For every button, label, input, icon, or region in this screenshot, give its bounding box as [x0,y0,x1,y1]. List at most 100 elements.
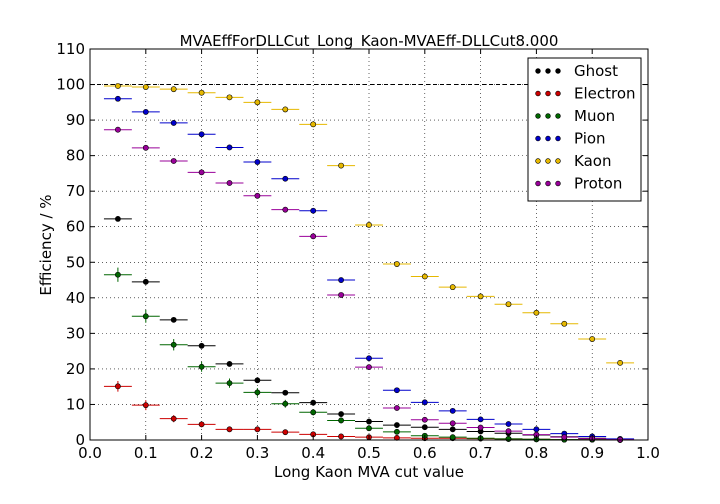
data-point [254,389,261,396]
data-point [393,405,400,411]
y-tick-label: 0 [75,431,85,449]
data-point [170,341,177,348]
legend-marker [545,180,551,187]
legend-item-pion: Pion [535,130,606,148]
data-point [254,377,261,384]
data-point [505,436,512,442]
legend-item-ghost: Ghost [535,62,618,80]
data-point [393,428,400,435]
data-point [589,336,596,342]
data-point [393,422,400,428]
x-tick-label: 0.8 [524,444,548,462]
y-tick-label: 80 [66,147,85,165]
legend-marker [555,68,561,74]
x-tick-label: 0.7 [469,444,493,462]
legend-marker [555,158,561,164]
data-point [254,99,261,106]
legend-marker [555,135,561,142]
y-tick-label: 110 [56,40,85,58]
data-point [477,293,484,300]
data-point [366,364,372,371]
y-tick-label: 40 [66,289,85,307]
data-point [170,120,177,126]
data-point [449,284,456,291]
data-point [142,109,149,115]
data-point [477,416,484,423]
data-point [226,144,233,151]
chart-title: MVAEffForDLLCut_Long_Kaon-MVAEff-DLLCut8… [180,32,559,51]
data-point [338,162,344,169]
legend-label: Muon [574,107,615,125]
data-point [477,424,484,431]
data-point [226,361,233,367]
y-tick-label: 20 [66,360,85,378]
data-point [617,359,623,366]
x-tick-label: 0.3 [245,444,269,462]
y-tick-label: 60 [66,218,85,236]
legend-label: Electron [574,85,636,103]
series-kaon [103,83,635,366]
data-point [338,433,344,440]
data-point [505,428,512,435]
x-tick-label: 0.5 [357,444,381,462]
data-point [366,355,372,362]
data-point [449,426,456,433]
legend-label: Proton [574,175,622,193]
data-point [338,292,344,298]
x-tick-label: 0.1 [134,444,158,462]
data-point [310,233,317,240]
data-point [421,273,428,280]
data-point [115,271,121,278]
data-point [282,389,289,396]
x-tick-label: 0.9 [580,444,604,462]
legend-label: Pion [574,130,606,148]
data-point [449,420,456,427]
y-tick-label: 90 [66,111,85,129]
data-point [338,411,344,417]
data-point [393,387,400,394]
data-point [310,121,317,128]
data-point [282,400,289,407]
data-point [338,417,344,424]
data-point [198,342,205,349]
legend-marker [545,113,551,119]
legend-marker [545,135,551,142]
data-point [421,399,428,406]
data-point [198,131,205,138]
legend-item-electron: Electron [535,85,636,103]
axis-ticks: 0.0 0.1 0.2 0.3 0.4 0.5 0.6 0.7 0.8 0.9 1.0 0 10 20 30… [56,40,660,462]
legend-label: Kaon [574,152,611,170]
legend-marker [555,180,561,187]
data-point [115,83,121,89]
legend-marker [535,68,541,74]
data-point [366,222,372,228]
x-axis-label: Long Kaon MVA cut value [274,463,464,481]
data-point [310,409,317,416]
legend-marker [545,68,551,74]
data-point [533,426,540,433]
y-tick-label: 10 [66,395,85,413]
data-point [170,415,177,422]
data-point [561,434,568,441]
data-point [421,424,428,431]
data-point [115,95,121,102]
data-point [505,301,512,308]
y-tick-label: 100 [56,76,85,94]
legend: Ghost Electron Muon Pion Kaon Proton [527,57,642,202]
data-point [115,216,121,222]
data-point [282,206,289,213]
data-point [226,180,233,186]
data-point [198,169,205,176]
data-point [254,426,261,433]
data-point [254,159,261,165]
x-tick-label: 0.2 [190,444,214,462]
data-point [170,158,177,164]
legend-box [527,57,642,202]
data-point [254,192,261,199]
data-point [226,94,233,101]
data-point [282,175,289,182]
data-point [142,84,149,90]
data-point [366,418,372,425]
data-point [198,363,205,370]
